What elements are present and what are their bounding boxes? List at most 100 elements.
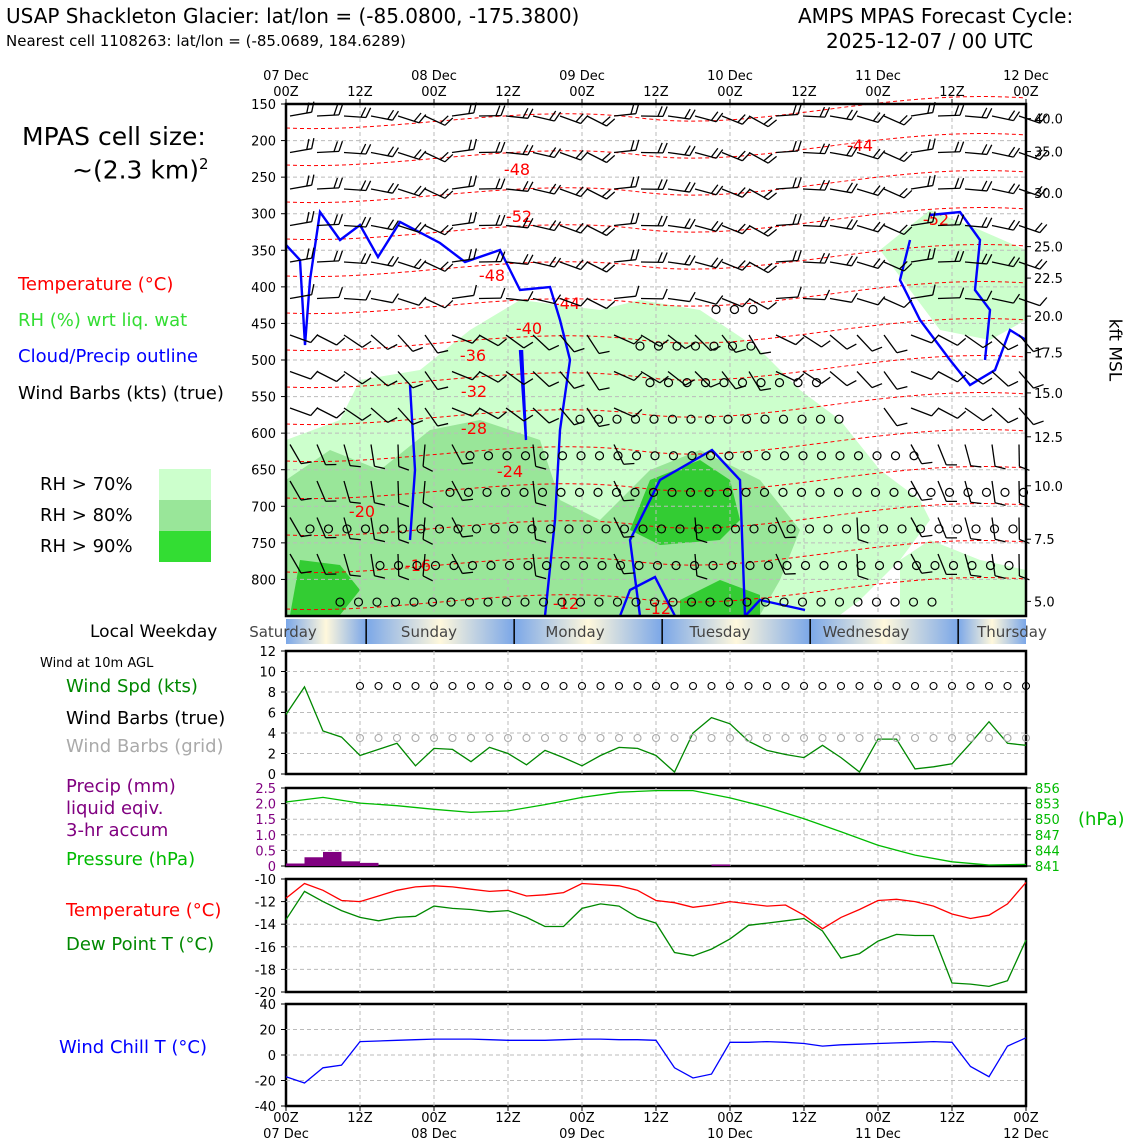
wind-barb-feather bbox=[601, 262, 611, 271]
calm-wind-marker bbox=[342, 524, 352, 534]
kft-tick-label: 25.0 bbox=[1034, 241, 1063, 256]
wind-barb-feather bbox=[349, 465, 361, 468]
wind-barb-staff bbox=[748, 224, 769, 237]
wind-barb bbox=[289, 247, 315, 263]
calm-wind-marker bbox=[500, 487, 511, 497]
label-pressure-unit: (hPa) bbox=[1078, 809, 1125, 830]
wind-barb bbox=[586, 407, 610, 428]
label-precip-3: 3-hr accum bbox=[66, 820, 169, 841]
wind-barb-feather bbox=[959, 141, 965, 152]
bottom-date-label: 12 Dec bbox=[1003, 1127, 1049, 1140]
top-hour-label: 00Z bbox=[1013, 85, 1039, 100]
wind-barb bbox=[532, 183, 562, 195]
rh-shading-6 bbox=[680, 580, 760, 615]
calm-wind-marker bbox=[645, 378, 655, 388]
temperature-contour bbox=[285, 170, 1027, 204]
wind-barb-staff bbox=[910, 257, 933, 263]
bottom-hour-label: 00Z bbox=[421, 1111, 447, 1126]
wind-barb bbox=[613, 407, 643, 418]
wind-barb bbox=[289, 444, 312, 465]
wind-barb-feather bbox=[338, 104, 344, 116]
temperature-line bbox=[285, 881, 1027, 930]
pressure-axis-label: 856 bbox=[1035, 782, 1060, 797]
wind-barb-feather bbox=[361, 340, 372, 348]
wind-barb bbox=[883, 151, 913, 163]
wind-barb-feather bbox=[824, 289, 831, 300]
wind-barb-feather bbox=[921, 498, 933, 501]
wind-barb bbox=[802, 289, 831, 301]
wind-barb-staff bbox=[721, 334, 737, 353]
wind-barb bbox=[1018, 553, 1030, 581]
wind-calm-true bbox=[1021, 681, 1031, 691]
wind-barb-feather bbox=[623, 535, 635, 538]
wind-barb-staff bbox=[775, 186, 798, 190]
wind-barb-feather bbox=[1033, 420, 1044, 426]
wind-barb-feather bbox=[468, 176, 473, 187]
legend-rh70-swatch bbox=[159, 469, 211, 500]
wind-barb-staff bbox=[532, 553, 537, 576]
wind-barb-staff bbox=[586, 261, 607, 273]
wind-barb-feather bbox=[877, 186, 886, 196]
wind-barb-staff bbox=[964, 334, 984, 349]
wind-barb-staff bbox=[532, 115, 555, 122]
wind-barb-staff bbox=[640, 334, 661, 347]
wind-barb bbox=[964, 180, 993, 192]
wind-barb-feather bbox=[685, 342, 695, 350]
wind-barb-feather bbox=[899, 187, 908, 197]
wind-barb-feather bbox=[927, 212, 931, 223]
wind-barb-staff bbox=[775, 517, 786, 538]
wind-barb bbox=[991, 407, 1019, 424]
weekday-row-label: Local Weekday bbox=[90, 622, 218, 642]
calm-wind-marker bbox=[797, 414, 807, 424]
wind-barb-feather bbox=[741, 189, 751, 198]
wind-barb bbox=[451, 284, 477, 300]
calm-wind-marker bbox=[930, 560, 940, 571]
wind-barb-feather bbox=[715, 222, 724, 232]
calm-wind-marker bbox=[527, 524, 537, 534]
calm-wind-marker bbox=[727, 341, 738, 351]
wind-barb-staff bbox=[613, 295, 636, 300]
weekday-band bbox=[366, 619, 515, 644]
wind-barb-feather bbox=[1019, 575, 1030, 581]
temperature-contour-label: -12 bbox=[645, 599, 671, 618]
wind-barb bbox=[991, 334, 1019, 351]
label-windchill: Wind Chill T (°C) bbox=[59, 1037, 207, 1058]
wind-barb-staff bbox=[613, 149, 636, 154]
wind-barb-feather bbox=[986, 254, 993, 265]
wind-barb-staff bbox=[532, 517, 537, 540]
wind-barb bbox=[640, 370, 669, 384]
wind-barb bbox=[829, 292, 858, 303]
wind-barb-feather bbox=[527, 181, 534, 192]
wind-barb-feather bbox=[981, 180, 988, 191]
wind-barb-feather bbox=[311, 284, 315, 295]
wind-calm-grid bbox=[522, 733, 531, 743]
wind-barb bbox=[559, 113, 589, 125]
calm-wind-marker bbox=[767, 524, 778, 534]
wind-speed-line bbox=[285, 685, 1027, 774]
wind-barb-staff bbox=[910, 407, 932, 417]
wind-barb-staff bbox=[802, 188, 826, 191]
wind-barb-feather bbox=[927, 175, 931, 187]
wind-barb-feather bbox=[872, 148, 881, 158]
wind-barb-staff bbox=[505, 224, 528, 229]
wind-calm-grid bbox=[984, 733, 994, 743]
wind-barb-feather bbox=[946, 537, 958, 539]
wind-barb-feather bbox=[360, 180, 367, 191]
wind-calm-true bbox=[984, 681, 994, 691]
wind-barb bbox=[397, 258, 427, 270]
calm-wind-marker bbox=[360, 524, 371, 534]
calm-wind-marker bbox=[668, 451, 679, 461]
wind-barb-feather bbox=[311, 211, 315, 222]
wind-barb-feather bbox=[657, 179, 663, 190]
wind-barb bbox=[424, 188, 454, 199]
calm-wind-marker bbox=[908, 597, 919, 607]
wind-barb-staff bbox=[721, 261, 743, 271]
wind-barb-feather bbox=[336, 410, 346, 419]
wind-barb bbox=[802, 106, 831, 118]
calm-wind-marker bbox=[649, 414, 659, 424]
wind-barb-staff bbox=[964, 188, 987, 192]
wind-barb bbox=[856, 517, 869, 544]
wind-barb-feather bbox=[468, 212, 473, 224]
wind-barb bbox=[937, 407, 967, 419]
calm-wind-marker bbox=[471, 524, 482, 534]
